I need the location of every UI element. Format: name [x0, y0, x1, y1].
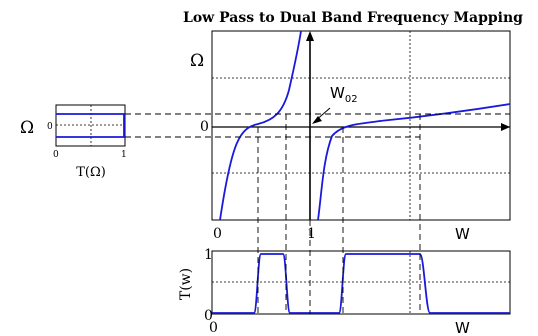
bottom-y-tick-1: 1: [204, 247, 213, 263]
main-plot-frame: [211, 30, 511, 221]
figure-title: Low Pass to Dual Band Frequency Mapping: [183, 10, 523, 26]
mapping-curve-right-branch: [317, 103, 511, 221]
bottom-y-label: T(w): [178, 268, 194, 300]
w02-annotation: W02: [330, 84, 358, 105]
main-origin-label: 0: [200, 119, 209, 135]
bottom-x-label: W: [455, 319, 470, 336]
w02-arrow-head: [312, 116, 322, 124]
left-x-label: T(Ω): [76, 165, 106, 180]
main-vertical-axis-arrow: [306, 31, 314, 41]
bottom-dualband-response: [212, 253, 510, 314]
bottom-plot: 1 0 T(w) 0 W: [178, 247, 511, 336]
main-x-axis-label: W: [455, 225, 470, 243]
projection-lines: [125, 113, 510, 314]
main-x-tick-0: 0: [213, 226, 222, 242]
left-plot: Ω 0 0 1 T(Ω): [20, 104, 127, 180]
left-x-tick-1: 1: [121, 150, 127, 160]
bottom-plot-frame: [211, 250, 511, 315]
left-lowpass-curve: [56, 113, 125, 138]
main-x-axis-arrow: [501, 123, 510, 131]
left-y-axis-symbol: Ω: [20, 118, 34, 138]
bottom-y-tick-0: 0: [204, 308, 213, 324]
main-plot: W02 Ω 0 0 1 W: [190, 30, 511, 243]
left-y-tick-0: 0: [47, 122, 53, 132]
main-y-axis-symbol: Ω: [190, 51, 204, 71]
main-x-tick-1: 1: [307, 226, 316, 242]
mapping-curve-left-branch: [219, 30, 302, 221]
left-x-tick-0: 0: [53, 150, 59, 160]
left-plot-frame: [55, 104, 126, 147]
bottom-x-tick-0: 0: [209, 320, 218, 336]
